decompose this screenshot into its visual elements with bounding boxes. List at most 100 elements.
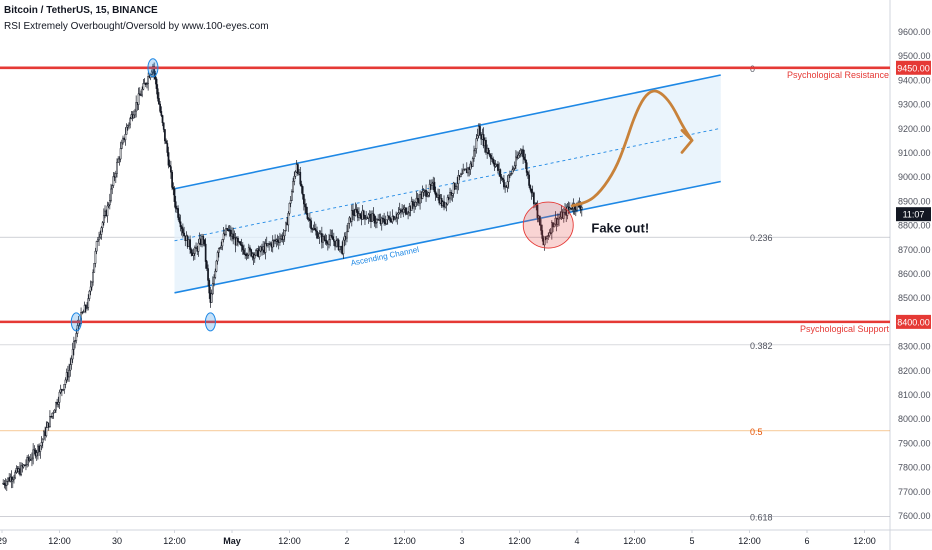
- candle-body: [165, 140, 167, 144]
- candle-body: [214, 270, 217, 278]
- candle-body: [528, 174, 530, 186]
- candle-body: [335, 240, 338, 247]
- y-tick-label: 9500.00: [898, 51, 931, 61]
- touch-marker: [204, 312, 216, 332]
- candle-body: [134, 110, 136, 116]
- candle-body: [457, 175, 460, 184]
- candle-body: [394, 218, 396, 221]
- candle-body: [419, 194, 421, 204]
- symbol-title[interactable]: Bitcoin / TetherUS, 15, BINANCE: [4, 5, 158, 16]
- projection-path[interactable]: [570, 89, 694, 208]
- candle-body: [456, 183, 459, 188]
- candle-body: [255, 250, 257, 256]
- candle-body: [232, 233, 235, 240]
- candle-body: [404, 207, 407, 215]
- candle-body: [292, 181, 294, 192]
- candle-body: [515, 156, 517, 166]
- candle-body: [540, 224, 542, 231]
- candle-body: [64, 379, 67, 385]
- candle-body: [158, 98, 160, 105]
- candle-body: [330, 235, 333, 237]
- candle-body: [258, 250, 261, 257]
- candle-body: [395, 217, 397, 219]
- y-tick-label: 8600.00: [898, 269, 931, 279]
- candle-body: [398, 209, 401, 213]
- candle-body: [178, 217, 181, 223]
- candle-body: [367, 214, 370, 219]
- candle-body: [253, 254, 256, 259]
- candle-body: [407, 212, 409, 214]
- last-price-tag: 11:07: [903, 210, 925, 220]
- candle-body: [52, 412, 55, 414]
- x-tick-label: 5: [689, 536, 694, 546]
- y-tick-label: 8900.00: [898, 196, 931, 206]
- y-tick-label: 8100.00: [898, 390, 931, 400]
- candle-body: [102, 215, 105, 223]
- candle-body: [3, 482, 6, 485]
- indicator-title[interactable]: RSI Extremely Overbought/Oversold by www…: [4, 21, 269, 32]
- candle-body: [141, 88, 144, 96]
- candle-body: [541, 230, 544, 239]
- candle-body: [156, 88, 159, 99]
- candle-body: [530, 188, 533, 194]
- candle-body: [304, 203, 306, 208]
- candle-body: [522, 149, 524, 158]
- candle-body: [204, 243, 207, 262]
- candle-body: [571, 208, 574, 210]
- candle-body: [125, 126, 128, 135]
- candle-body: [512, 168, 515, 171]
- candle-body: [101, 222, 104, 229]
- candle-body: [517, 154, 520, 159]
- candle-body: [112, 176, 115, 186]
- price-level-tag-bg: [896, 60, 931, 75]
- candle-body: [276, 239, 279, 242]
- candle-body: [114, 173, 117, 178]
- candle-body: [371, 213, 374, 222]
- candle-body: [250, 249, 253, 257]
- y-tick-label: 9300.00: [898, 100, 931, 110]
- candle-body: [202, 236, 205, 240]
- candle-body: [373, 215, 376, 224]
- candle-body: [219, 247, 221, 249]
- candle-body: [203, 239, 206, 245]
- candle-body: [331, 236, 334, 240]
- candle-body: [132, 114, 135, 119]
- candle-body: [524, 159, 527, 163]
- candle-body: [264, 243, 267, 253]
- candle-body: [479, 126, 481, 136]
- candle-body: [323, 236, 326, 241]
- candle-body: [164, 129, 166, 142]
- candle-body: [207, 268, 209, 281]
- candle-body: [476, 135, 479, 139]
- candle-body: [347, 222, 350, 233]
- candle-body: [473, 150, 475, 159]
- candle-body: [513, 165, 516, 169]
- candle-body: [59, 389, 62, 393]
- candle-body: [359, 213, 362, 216]
- candle-body: [366, 217, 369, 219]
- candle-body: [400, 209, 402, 212]
- candle-body: [536, 204, 539, 219]
- candle-body: [240, 244, 243, 247]
- candle-body: [282, 235, 285, 240]
- candle-body: [523, 156, 526, 160]
- candle-body: [297, 164, 299, 175]
- candle-body: [503, 179, 505, 188]
- channel-lower-line[interactable]: [174, 180, 721, 294]
- candle-body: [85, 305, 87, 309]
- y-tick-label: 8700.00: [898, 245, 931, 255]
- candle-body: [63, 384, 66, 390]
- candle-body: [346, 231, 348, 239]
- y-tick-label: 7800.00: [898, 463, 931, 473]
- candle-body: [213, 277, 215, 284]
- x-tick-label: 6: [804, 536, 809, 546]
- candle-body: [392, 216, 395, 221]
- channel-upper-line[interactable]: [174, 74, 721, 190]
- y-tick-label: 7700.00: [898, 487, 931, 497]
- candle-body: [177, 208, 179, 218]
- candle-body: [14, 472, 17, 479]
- candle-body: [506, 181, 509, 188]
- candle-body: [194, 247, 196, 254]
- candle-body: [116, 161, 118, 174]
